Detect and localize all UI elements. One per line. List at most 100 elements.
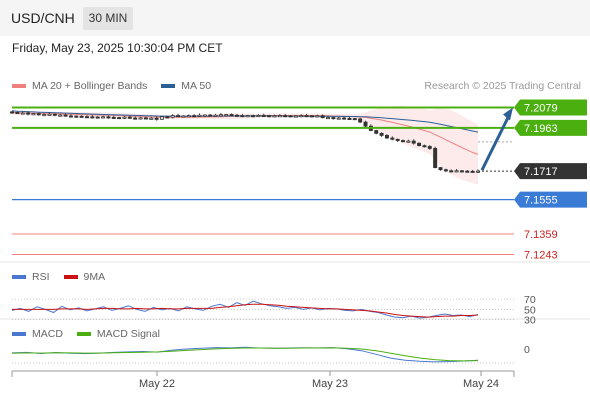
- candle-body: [331, 117, 336, 120]
- candle-body: [261, 114, 266, 117]
- candle-body: [20, 112, 25, 115]
- candle-body: [213, 114, 218, 117]
- candle: [90, 115, 95, 119]
- candle-body: [111, 116, 116, 119]
- candle: [438, 166, 443, 171]
- candle: [299, 114, 304, 118]
- candle: [154, 116, 159, 121]
- copyright: Research © 2025 Trading Central: [424, 80, 581, 92]
- x-tick-label: May 24: [463, 378, 499, 390]
- candle: [411, 139, 416, 145]
- candle: [272, 114, 277, 118]
- candle-body: [208, 114, 213, 117]
- timestamp: Friday, May 23, 2025 10:30:04 PM CET: [12, 41, 223, 55]
- candle-body: [422, 145, 427, 148]
- legend-ma50: MA 50: [181, 80, 212, 92]
- resistance-tag: [514, 99, 587, 116]
- candle: [117, 116, 122, 120]
- candle-body: [42, 114, 47, 117]
- candle-body: [143, 117, 148, 120]
- macd-legend: MACD MACD Signal: [12, 328, 160, 340]
- candle-body: [240, 115, 245, 118]
- candle-body: [202, 114, 207, 117]
- candle-body: [411, 140, 416, 144]
- candle-body: [315, 115, 320, 118]
- candle: [79, 115, 84, 118]
- macd-signal-line: [11, 347, 479, 362]
- candle-body: [374, 130, 379, 134]
- candle-body: [176, 115, 181, 118]
- candle: [176, 113, 181, 118]
- candle-body: [326, 117, 331, 120]
- candle: [449, 169, 454, 173]
- candle-body: [224, 114, 229, 117]
- candle-body: [459, 170, 464, 173]
- candle: [202, 114, 207, 117]
- x-tick-label: May 22: [139, 378, 175, 390]
- candle-body: [186, 115, 191, 118]
- candle: [181, 115, 186, 118]
- candle: [454, 169, 459, 173]
- candle: [336, 116, 341, 120]
- candle-body: [15, 112, 20, 115]
- candle: [52, 113, 57, 117]
- rsi-ma-swatch: [63, 275, 78, 279]
- candle: [320, 114, 325, 119]
- candle: [395, 138, 400, 142]
- candle-body: [229, 114, 234, 117]
- ma50-line: [11, 110, 479, 133]
- candle-body: [347, 117, 352, 120]
- candle-body: [149, 117, 154, 120]
- candle-body: [133, 117, 138, 120]
- macd-zero-label: 0: [524, 344, 530, 356]
- candle-body: [101, 116, 106, 119]
- candle-body: [245, 115, 250, 118]
- candle-body: [26, 112, 31, 115]
- candle: [470, 169, 475, 173]
- candle-body: [470, 170, 475, 173]
- candle: [384, 134, 389, 139]
- candle: [358, 117, 363, 124]
- candle: [47, 112, 52, 116]
- candle-body: [465, 170, 470, 173]
- macd-line: [11, 346, 479, 363]
- candle-body: [390, 137, 395, 140]
- candle: [288, 115, 293, 118]
- candle: [427, 145, 432, 150]
- candle-body: [352, 118, 357, 121]
- candle: [422, 144, 427, 148]
- candle: [165, 115, 170, 119]
- candle: [251, 114, 256, 118]
- candle: [20, 111, 25, 115]
- candle-body: [299, 115, 304, 118]
- candle: [261, 113, 266, 117]
- candle-body: [277, 115, 282, 118]
- candle-body: [449, 170, 454, 173]
- candle: [267, 114, 272, 118]
- rsi-swatch: [12, 275, 26, 279]
- candle-body: [95, 116, 100, 119]
- interval-button[interactable]: 30 MIN: [83, 7, 133, 30]
- candle: [159, 116, 164, 120]
- projection-arrow: [480, 114, 511, 171]
- main-legend: MA 20 + Bollinger Bands MA 50: [12, 80, 211, 92]
- candle: [133, 116, 138, 120]
- candle-body: [251, 115, 256, 118]
- candle: [374, 129, 379, 135]
- candle: [68, 114, 73, 118]
- candle: [315, 114, 320, 118]
- candle: [63, 113, 68, 117]
- resistance-level-label: 7.2079: [524, 102, 558, 114]
- rsi-legend: RSI 9MA: [12, 271, 105, 283]
- candle-body: [363, 121, 368, 127]
- legend-bollinger: MA 20 + Bollinger Bands: [32, 80, 148, 92]
- candle-body: [406, 140, 411, 143]
- chart-header: USD/CNH 30 MIN: [0, 0, 590, 36]
- symbol-title: USD/CNH: [11, 10, 75, 26]
- candle: [363, 120, 368, 128]
- candle: [326, 115, 331, 120]
- candle-body: [58, 114, 63, 117]
- candle: [401, 139, 406, 143]
- candle: [331, 116, 336, 120]
